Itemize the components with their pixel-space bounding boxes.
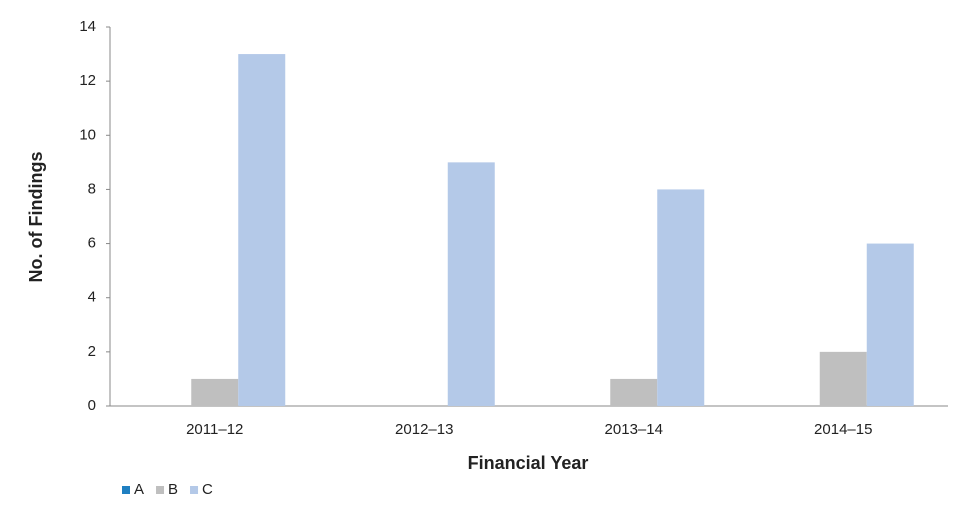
y-tick-label: 8 bbox=[88, 180, 96, 197]
y-axis-label: No. of Findings bbox=[26, 152, 46, 283]
legend-label: B bbox=[168, 481, 178, 498]
y-tick-label: 10 bbox=[79, 126, 96, 143]
bar bbox=[610, 378, 658, 406]
legend-swatch bbox=[190, 486, 199, 494]
y-tick-label: 12 bbox=[79, 72, 96, 89]
bar bbox=[447, 162, 495, 406]
y-tick-label: 4 bbox=[88, 289, 96, 306]
y-tick-label: 2 bbox=[88, 343, 96, 360]
y-tick-label: 6 bbox=[88, 235, 96, 252]
bar bbox=[866, 243, 914, 406]
y-tick-label: 0 bbox=[88, 397, 96, 414]
x-axis-label: Financial Year bbox=[468, 453, 589, 473]
legend-label: C bbox=[202, 481, 213, 498]
bar bbox=[191, 378, 239, 406]
legend-swatch bbox=[156, 486, 165, 494]
legend-label: A bbox=[134, 481, 144, 498]
bar bbox=[657, 189, 705, 406]
bar bbox=[819, 351, 867, 406]
legend-swatch bbox=[122, 486, 130, 494]
bar bbox=[238, 54, 286, 406]
x-tick-label: 2014–15 bbox=[814, 421, 872, 438]
x-tick-label: 2011–12 bbox=[186, 421, 243, 438]
x-tick-label: 2013–14 bbox=[605, 421, 663, 438]
x-tick-label: 2012–13 bbox=[395, 421, 453, 438]
y-tick-label: 14 bbox=[79, 18, 96, 35]
